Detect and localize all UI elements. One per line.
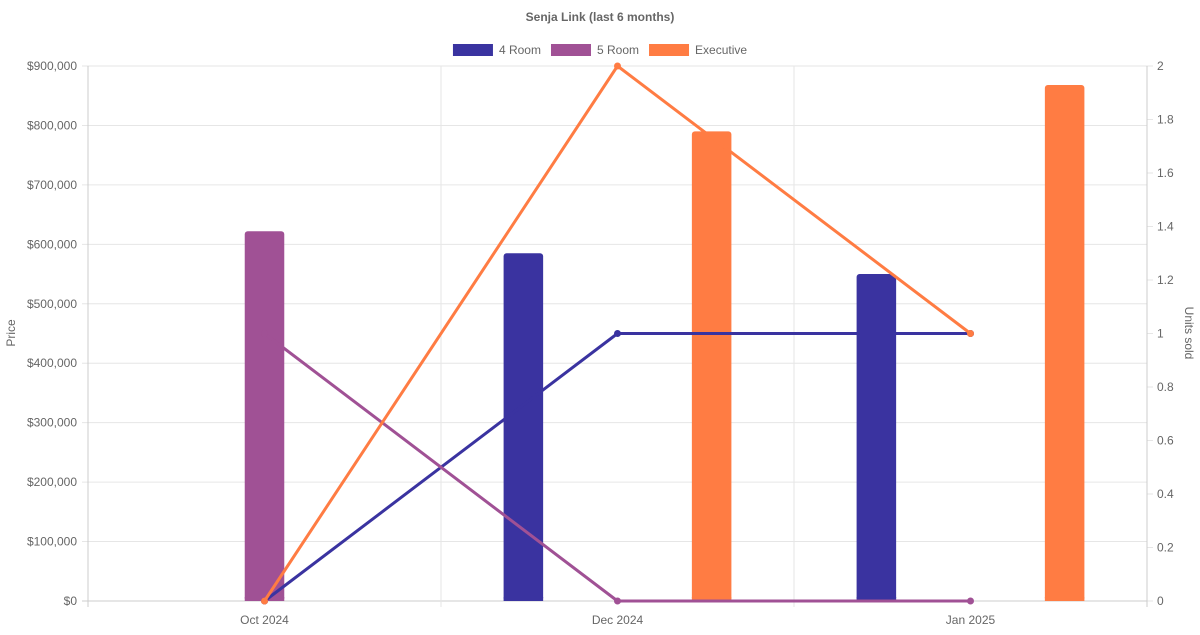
y-left-tick-label: $400,000 [27, 356, 77, 370]
bar-marks [244, 85, 1085, 602]
axes: $0 $100,000 $200,000 $300,000 $400,000 $500,0… [27, 59, 1174, 627]
x-tick-label: Oct 2024 [240, 613, 289, 627]
bar [1044, 85, 1085, 602]
y-right-axis-title: Units sold [1182, 307, 1196, 360]
line-point [261, 330, 268, 337]
bar-base [856, 597, 897, 601]
y-right-tick-label: 0.2 [1157, 541, 1174, 555]
legend-label: 4 Room [499, 43, 541, 57]
line-marks [261, 62, 974, 605]
bar [503, 253, 544, 601]
y-left-tick-label: $0 [64, 594, 78, 608]
bar-base [1044, 597, 1085, 601]
y-left-tick-label: $600,000 [27, 237, 77, 251]
bar [856, 274, 897, 601]
y-right-tick-label: 0.8 [1157, 380, 1174, 394]
y-right-tick-label: 0.6 [1157, 434, 1174, 448]
legend-swatch [649, 44, 690, 56]
legend: 4 Room 5 Room Executive [452, 43, 747, 57]
bar [244, 231, 285, 601]
y-right-tick-label: 1 [1157, 327, 1164, 341]
y-right-tick-label: 2 [1157, 59, 1164, 73]
line-point [967, 597, 974, 605]
legend-swatch [550, 44, 591, 56]
y-left-tick-label: $100,000 [27, 535, 77, 549]
bar [691, 131, 732, 601]
y-right-tick-label: 1.6 [1157, 166, 1174, 180]
y-right-tick-label: 1.2 [1157, 273, 1174, 287]
chart-title: Senja Link (last 6 months) [526, 10, 675, 24]
y-right-tick-label: 1.4 [1157, 220, 1174, 234]
bar-base [503, 597, 544, 601]
line-point [967, 330, 974, 337]
y-left-tick-label: $800,000 [27, 118, 77, 132]
y-left-tick-label: $500,000 [27, 297, 77, 311]
legend-label: 5 Room [597, 43, 639, 57]
y-right-tick-label: 0 [1157, 594, 1164, 608]
y-right-tick-label: 1.8 [1157, 113, 1174, 127]
line-point [614, 330, 621, 337]
bar-base [691, 597, 732, 601]
y-left-tick-label: $300,000 [27, 416, 77, 430]
y-left-tick-label: $900,000 [27, 59, 77, 73]
legend-swatch [452, 44, 493, 56]
y-right-tick-label: 0.4 [1157, 487, 1174, 501]
y-left-tick-label: $700,000 [27, 178, 77, 192]
y-left-tick-label: $200,000 [27, 475, 77, 489]
line-point [614, 62, 621, 70]
y-left-axis-title: Price [4, 319, 18, 347]
line-point [614, 597, 621, 605]
legend-label: Executive [695, 43, 747, 57]
x-tick-label: Dec 2024 [592, 613, 644, 627]
x-tick-label: Jan 2025 [946, 613, 996, 627]
line-point [261, 597, 268, 605]
